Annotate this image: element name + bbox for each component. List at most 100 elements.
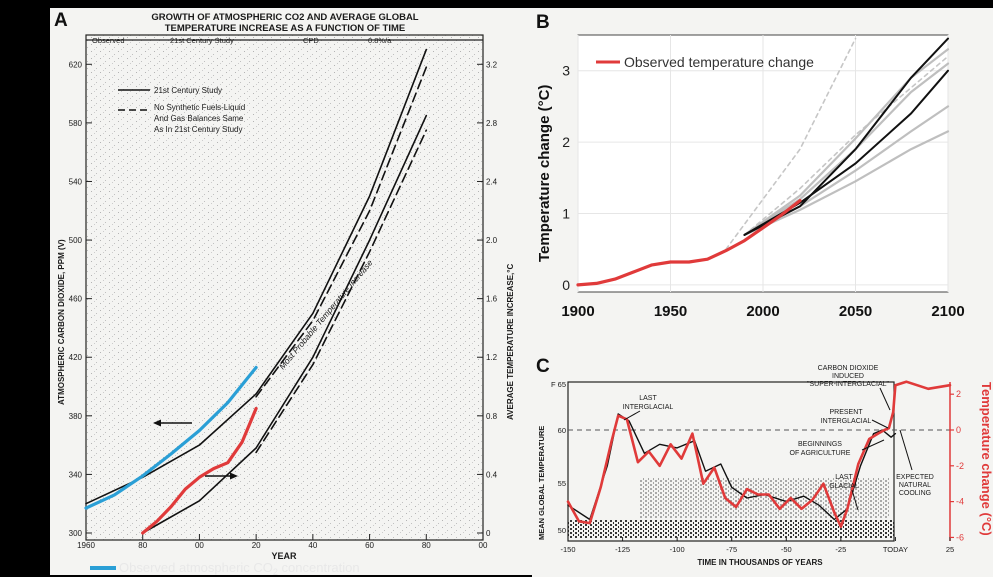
panel-a-right-tick-label: 2.4: [486, 177, 498, 186]
annotation-last-interglacial-2: INTERGLACIAL: [623, 404, 674, 411]
panel-a-right-tick-label: 1.6: [486, 295, 498, 304]
panel-a-left-tick-label: 420: [69, 353, 83, 362]
panel-b-x-tick-label: 2100: [931, 303, 964, 320]
panel-b-x-tick-label: 1950: [654, 303, 687, 320]
bottom-legend-co2-suffix: concentration: [278, 560, 360, 575]
panel-a-xlabel: YEAR: [271, 551, 297, 561]
panel-c-right-tick-label: 2: [956, 389, 961, 399]
panel-c-ylabel-right: Temperature change (°C): [979, 382, 993, 536]
bottom-legend-co2-subscript: 2: [273, 567, 278, 577]
panel-a-left-tick-label: 460: [69, 295, 83, 304]
panel-b-y-tick-label: 0: [562, 277, 570, 293]
panel-a-x-tick-label: 1960: [77, 541, 95, 550]
pointer-agriculture: [861, 439, 885, 451]
panel-a-ylabel-left: ATMOSPHERIC CARBON DIOXIDE, PPM (V): [57, 239, 66, 405]
panel-b-x-tick-label: 2050: [839, 303, 872, 320]
panel-a-band-rate: 0.8%/a: [368, 36, 392, 45]
pointer-present: [871, 419, 889, 429]
panel-a-right-tick-label: 0: [486, 529, 491, 538]
panel-a-legend-dashed-line3: As In 21st Century Study: [154, 125, 243, 134]
panel-a-left-tick-label: 300: [69, 529, 83, 538]
panel-c-x-tick-label: -25: [835, 545, 846, 554]
panel-c-paper: [532, 342, 993, 577]
panel-c-left-tick-label: 50: [558, 526, 566, 535]
annotation-last-glacial-2: GLACIAL: [829, 483, 859, 490]
annotation-present-2: INTERGLACIAL: [821, 418, 872, 425]
panel-c-xlabel: TIME IN THOUSANDS OF YEARS: [697, 558, 823, 567]
panel-b-model-line: [743, 55, 949, 236]
panel-a-x-tick-label: 20: [252, 541, 261, 550]
panel-a-left-tick-label: 580: [69, 119, 83, 128]
panel-a: A GROWTH OF ATMOSPHERIC CO2 AND AVERAGE …: [50, 8, 532, 575]
panel-a-right-tick-label: 2.0: [486, 236, 498, 245]
panel-a-right-tick-label: 3.2: [486, 60, 498, 69]
panel-b-grid: [577, 35, 949, 292]
panel-a-band-cpd: CPD: [303, 36, 319, 45]
annotation-co2-3: "SUPER-INTERGLACIAL": [807, 381, 890, 388]
panel-a-series: [84, 48, 428, 535]
panel-c-scan-noise-2: [640, 478, 890, 518]
panel-c-left-tick-label: 55: [558, 479, 566, 488]
panel-a-x-tick-label: 80: [138, 541, 147, 550]
panel-b: B Temperature change (°C) 1900 1950 2000 20…: [532, 8, 993, 342]
panel-a-ylabel-right: AVERAGE TEMPERATURE INCREASE,°C: [506, 264, 515, 420]
panel-c: C MEAN GLOBAL TEMPERATURE Temperature ch…: [532, 342, 993, 577]
panel-c-x-tick-label: -125: [615, 545, 630, 554]
panel-a-legend-dashed-line1: No Synthetic Fuels-Liquid: [154, 103, 245, 112]
panel-a-x-tick-label: 00: [195, 541, 204, 550]
panel-c-annotations: LAST INTERGLACIAL CARBON DIOXIDE INDUCED…: [623, 365, 934, 497]
pointer-last-interglacial: [623, 410, 641, 421]
annotation-cooling-3: COOLING: [899, 490, 931, 497]
panel-b-model-line: [743, 130, 950, 236]
panel-a-series-line: [84, 365, 258, 510]
bottom-legend-co2-label: Observed atmospheric CO2 concentration: [119, 560, 360, 577]
annotation-co2-2: INDUCED: [832, 373, 864, 380]
panel-c-annotation-pointers: [623, 387, 913, 511]
panel-c-series-line: [566, 380, 952, 528]
panel-a-arrow-right-head: [230, 472, 238, 480]
panel-a-series-line: [255, 66, 428, 398]
panel-c-x-tick-label: -75: [726, 545, 737, 554]
panel-a-right-tick-label: 2.8: [486, 119, 498, 128]
panel-b-legend-label: Observed temperature change: [624, 54, 814, 70]
panel-b-ticks: 1900 1950 2000 2050 2100 0 1 2 3: [561, 63, 964, 320]
panel-a-band-21st: 21st Century Study: [170, 36, 234, 45]
panel-c-x-tick-label: 25: [946, 545, 954, 554]
panel-c-right-tick-label: -2: [956, 461, 964, 471]
panel-a-letter: A: [54, 10, 68, 31]
panel-a-x-tick-label: 00: [479, 541, 488, 550]
panel-c-left-tick-label: F 65: [551, 380, 566, 389]
panel-b-y-tick-label: 2: [562, 134, 570, 150]
panel-a-left-tick-label: 540: [69, 177, 83, 186]
annotation-cooling-1: EXPECTED: [896, 474, 934, 481]
panel-a-scan-noise: [86, 35, 483, 540]
annotation-cooling-2: NATURAL: [899, 482, 931, 489]
annotation-agriculture-1: BEGINNINGS: [798, 441, 842, 448]
panel-b-letter: B: [536, 12, 550, 33]
panel-a-x-tick-label: 80: [422, 541, 431, 550]
panel-b-ylabel: Temperature change (°C): [536, 85, 553, 262]
panel-a-series-line: [255, 129, 428, 454]
panel-c-right-tick-label: 0: [956, 425, 961, 435]
panel-a-band-observed: Observed: [92, 36, 125, 45]
panel-a-legend-dashed-line2: And Gas Balances Same: [154, 114, 244, 123]
panel-b-series: [576, 37, 950, 287]
panel-a-ticks: 300 340 380 420 460 500 540 580 620 0 0.4 0.8 1.2 1.6…: [69, 60, 498, 550]
panel-c-right-tick-label: -6: [956, 532, 964, 542]
panel-a-title-line2: TEMPERATURE INCREASE AS A FUNCTION OF TI…: [165, 23, 406, 34]
panel-b-model-line: [743, 48, 950, 236]
panel-c-plot-frame: [567, 381, 895, 542]
panel-c-scan-noise: [568, 520, 894, 538]
panel-a-right-tick-label: 0.8: [486, 412, 498, 421]
panel-a-right-tick-label: 1.2: [486, 353, 498, 362]
panel-a-arrow-left-head: [153, 419, 161, 427]
panel-c-x-tick-label: TODAY: [883, 545, 908, 554]
annotation-last-glacial-1: LAST: [835, 474, 853, 481]
panel-b-y-tick-label: 3: [562, 63, 570, 79]
pointer-last-glacial: [851, 489, 859, 511]
annotation-agriculture-2: OF AGRICULTURE: [790, 450, 851, 457]
pointer-cooling: [899, 429, 913, 471]
panel-b-x-tick-label: 2000: [746, 303, 779, 320]
